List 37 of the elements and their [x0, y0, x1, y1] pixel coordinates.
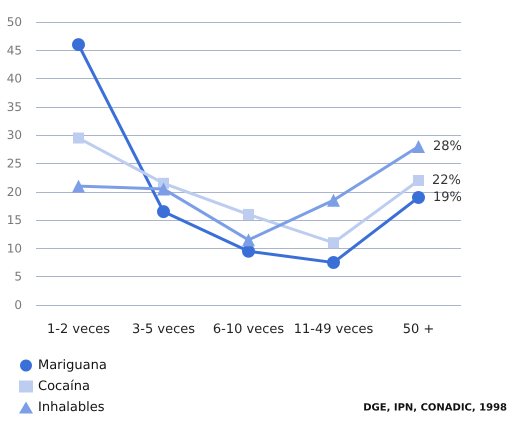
point [242, 244, 255, 258]
point [412, 190, 425, 204]
legend-label: Inhalables [38, 400, 105, 415]
point [327, 256, 340, 270]
y-tick-label: 35 [6, 100, 22, 114]
x-tick-label: 3-5 veces [132, 322, 196, 337]
y-tick-label: 50 [6, 15, 22, 29]
x-tick-label: 50 + [402, 322, 434, 337]
y-tick-label: 20 [6, 184, 22, 199]
point [242, 233, 255, 246]
point [72, 38, 85, 52]
data-label: 19% [433, 190, 462, 205]
point [157, 205, 170, 218]
x-tick-label: 11-49 veces [294, 322, 374, 337]
point [327, 194, 340, 207]
text: DGE, IPN, CONADIC, 1998 [363, 402, 508, 414]
data-label: 22% [432, 172, 461, 188]
legend-label: Cocaína [38, 379, 90, 394]
y-tick-label: 0 [14, 298, 22, 312]
point [412, 140, 425, 154]
data-label: 28% [433, 139, 462, 154]
y-tick-label: 10 [6, 241, 22, 256]
point [157, 182, 170, 196]
y-tick-label: 15 [6, 213, 22, 228]
x-tick-label: 1-2 veces [47, 322, 110, 337]
point [72, 180, 85, 193]
legend-label: Mariguana [38, 358, 107, 373]
y-tick-label: 25 [6, 156, 22, 170]
y-tick-label: 5 [14, 270, 22, 284]
point [243, 208, 254, 220]
y-tick-label: 30 [6, 128, 22, 142]
x-tick-label: 6-10 veces [212, 322, 284, 337]
point [73, 132, 84, 144]
y-tick-label: 45 [6, 43, 22, 58]
point [413, 174, 424, 186]
y-tick-label: 40 [6, 72, 22, 86]
point [328, 237, 339, 248]
